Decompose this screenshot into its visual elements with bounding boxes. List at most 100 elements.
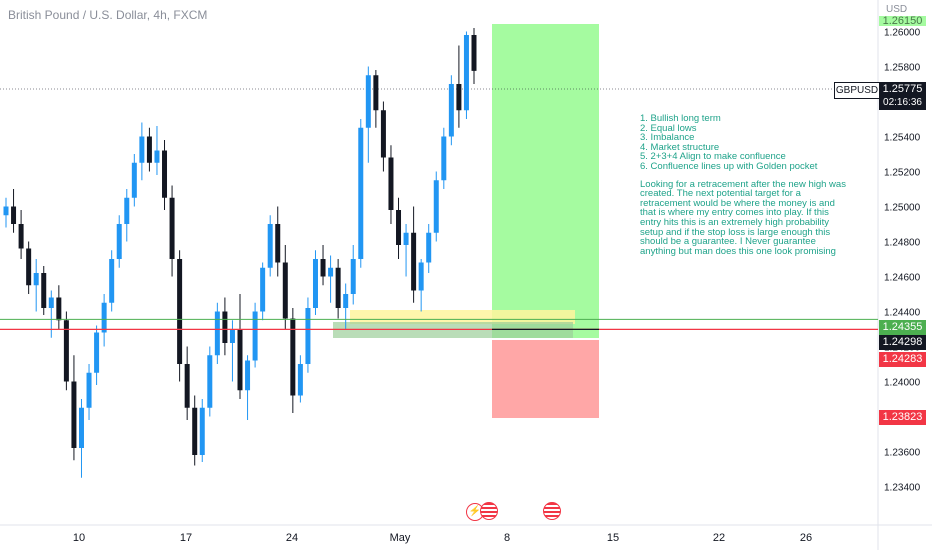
- candle: [418, 259, 424, 312]
- candle: [162, 140, 168, 210]
- candle-body: [388, 157, 394, 210]
- note-line: 1. Bullish long term: [640, 113, 721, 124]
- yellow-zone[interactable]: [350, 310, 575, 324]
- y-tick-label: 1.24600: [884, 273, 921, 284]
- note-paragraph: Looking for a retracement after the new …: [640, 178, 846, 257]
- candle-body: [282, 262, 288, 319]
- candle-body: [463, 35, 469, 111]
- candle-body: [343, 294, 349, 308]
- candle-body: [71, 381, 77, 448]
- candle-body: [177, 259, 183, 364]
- candle: [297, 355, 303, 403]
- x-tick-label: May: [390, 532, 411, 544]
- candle-body: [146, 136, 152, 163]
- y-tick-label: 1.24000: [884, 378, 921, 389]
- note-line: 3. Imbalance: [640, 132, 695, 144]
- candle-body: [162, 150, 168, 198]
- candle: [94, 325, 100, 385]
- candle-body: [275, 224, 281, 263]
- x-tick-label: 17: [180, 532, 192, 544]
- candle-body: [252, 311, 258, 361]
- candle: [350, 245, 356, 305]
- candle-body: [86, 372, 92, 408]
- candle-body: [214, 311, 220, 356]
- candle: [86, 364, 92, 420]
- candle-body: [229, 329, 235, 343]
- candle: [18, 210, 24, 259]
- candle: [245, 355, 251, 420]
- candle-body: [192, 407, 198, 455]
- candle-body: [350, 259, 356, 294]
- candle-body: [169, 197, 175, 259]
- x-tick-label: 8: [504, 532, 510, 544]
- candle: [267, 215, 273, 277]
- candle-body: [63, 320, 69, 382]
- candle: [403, 224, 409, 277]
- candle-body: [290, 318, 296, 396]
- candle-body: [441, 136, 447, 181]
- candle: [320, 245, 326, 286]
- candle: [448, 75, 454, 146]
- green-line-tag: 1.24355: [879, 320, 926, 335]
- candle: [471, 28, 477, 84]
- bar-countdown: 02:16:36: [879, 96, 926, 110]
- candle-body: [320, 259, 326, 277]
- candle: [131, 154, 137, 207]
- candle-body: [26, 248, 32, 286]
- note-line: 6. Confluence lines up with Golden pocke…: [640, 160, 818, 172]
- candle-body: [18, 224, 24, 249]
- candle-body: [207, 355, 213, 408]
- candle: [116, 215, 122, 268]
- candle: [192, 395, 198, 466]
- candle-body: [139, 136, 145, 163]
- candle: [252, 302, 258, 368]
- candle: [426, 224, 432, 273]
- imbalance-zone[interactable]: [333, 322, 573, 338]
- candle-body: [426, 232, 432, 263]
- note-line: 2. Equal lows: [640, 122, 697, 134]
- candle: [463, 31, 469, 119]
- candle-body: [456, 84, 462, 111]
- currency-label: USD: [886, 4, 908, 15]
- candle: [124, 189, 130, 242]
- profit-zone[interactable]: [492, 24, 599, 338]
- candle: [154, 126, 160, 175]
- candle-body: [328, 267, 334, 277]
- candle-body: [41, 273, 47, 308]
- candle: [290, 308, 296, 413]
- candle: [365, 66, 371, 163]
- stop-price-tag: 1.23823: [879, 410, 926, 425]
- analysis-note[interactable]: 1. Bullish long term 2. Equal lows 3. Im…: [640, 114, 852, 256]
- candle-body: [403, 232, 409, 245]
- candle-body: [222, 311, 228, 343]
- candle: [237, 294, 243, 399]
- candle: [229, 320, 235, 382]
- candle-body: [109, 259, 115, 303]
- candle: [222, 297, 228, 356]
- candle: [282, 245, 288, 329]
- target-price-tag: 1.26150: [879, 16, 926, 26]
- entry-price-tag: 1.24298: [879, 335, 926, 350]
- candle-body: [433, 180, 439, 233]
- candle: [109, 250, 115, 312]
- candle-body: [471, 35, 477, 71]
- loss-zone[interactable]: [492, 340, 599, 418]
- us-flag-icon[interactable]: [543, 502, 561, 520]
- candle: [199, 399, 205, 462]
- candle-body: [48, 297, 54, 308]
- candle-body: [380, 110, 386, 158]
- candle: [33, 259, 39, 312]
- candle: [207, 346, 213, 417]
- y-tick-label: 1.25000: [884, 203, 921, 214]
- candle: [373, 70, 379, 128]
- us-flag-icon[interactable]: [480, 502, 498, 520]
- x-tick-label: 24: [286, 532, 298, 544]
- x-tick-label: 10: [73, 532, 85, 544]
- candle: [177, 250, 183, 382]
- candle-body: [365, 75, 371, 128]
- candle-body: [199, 407, 205, 455]
- candle: [146, 127, 152, 172]
- candle: [396, 197, 402, 259]
